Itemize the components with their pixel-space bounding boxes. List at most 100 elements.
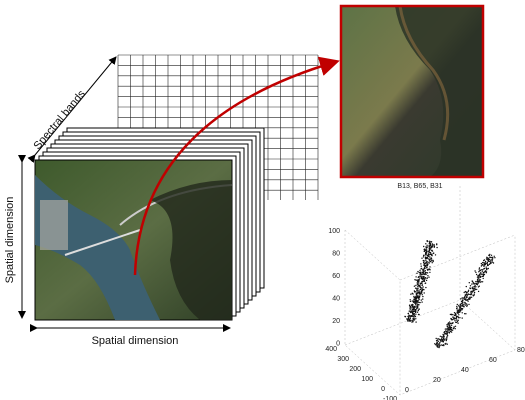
scatter-point — [447, 323, 448, 324]
scatter-point — [417, 306, 418, 307]
scatter-point — [481, 281, 482, 282]
scatter-point — [443, 336, 444, 337]
scatter-point — [486, 266, 487, 267]
scatter-point — [493, 262, 494, 263]
scatter-point — [438, 341, 439, 342]
scatter-point — [422, 289, 423, 290]
scatter-point — [419, 308, 420, 309]
scatter-point — [426, 261, 427, 262]
scatter-point — [428, 277, 429, 278]
scatter-point — [417, 300, 418, 301]
scatter-point — [430, 244, 431, 245]
z-tick-label: 40 — [332, 296, 340, 303]
scatter-point — [421, 287, 422, 288]
scatter-point — [428, 252, 429, 253]
scatter-point — [429, 245, 430, 246]
scatter-point — [478, 278, 479, 279]
scatter-point — [429, 269, 430, 270]
scatter-point — [460, 298, 461, 299]
scatter-point — [483, 265, 484, 266]
scatter-point — [409, 305, 410, 306]
scatter-point — [412, 307, 413, 308]
scatter-point — [459, 307, 460, 308]
scatter-point — [406, 318, 407, 319]
scatter-point — [426, 272, 427, 273]
scatter-point — [454, 315, 455, 316]
scatter-point — [469, 287, 470, 288]
scatter-point — [421, 301, 422, 302]
scatter-point — [469, 282, 470, 283]
scatter-point — [420, 263, 421, 264]
scatter-point — [452, 314, 453, 315]
z-tick-label: 20 — [332, 318, 340, 325]
scatter-point — [483, 273, 484, 274]
scatter-point — [489, 257, 490, 258]
scatter-point — [415, 316, 416, 317]
scatter-point — [417, 304, 418, 305]
scatter-point — [415, 298, 416, 299]
scatter-point — [448, 325, 449, 326]
scatter-point — [449, 321, 450, 322]
scatter-point — [491, 259, 492, 260]
scatter-point — [481, 274, 482, 275]
scatter-point — [408, 315, 409, 316]
scatter-point — [425, 258, 426, 259]
scatter-point — [440, 336, 441, 337]
scatter-point — [474, 283, 475, 284]
scatter-point — [412, 312, 413, 313]
scatter-point — [436, 340, 437, 341]
scatter-point — [452, 319, 453, 320]
scatter-point — [464, 296, 465, 297]
scatter-point — [460, 304, 461, 305]
scatter-point — [476, 274, 477, 275]
scatter-point — [467, 305, 468, 306]
y-tick-label: 0 — [381, 386, 385, 393]
scatter-point — [433, 244, 434, 245]
scatter-point — [416, 273, 417, 274]
scatter-point — [436, 343, 437, 344]
scatter-point — [431, 250, 432, 251]
scatter-point — [422, 298, 423, 299]
scatter-point — [490, 261, 491, 262]
scatter-point — [431, 260, 432, 261]
scatter-point — [436, 247, 437, 248]
scatter-point — [457, 321, 458, 322]
scatter-point — [439, 344, 440, 345]
scatter-point — [459, 317, 460, 318]
scatter-point — [436, 338, 437, 339]
scatter-point — [458, 320, 459, 321]
scatter-point — [483, 260, 484, 261]
scatter-point — [490, 257, 491, 258]
scatter-point — [427, 277, 428, 278]
scatter-point — [439, 346, 440, 347]
scatter-point — [462, 301, 463, 302]
scatter-point — [412, 300, 413, 301]
scatter-point — [456, 308, 457, 309]
scatter-point — [492, 257, 493, 258]
scatter-point — [420, 283, 421, 284]
scatter-point — [424, 260, 425, 261]
scatter-point — [482, 264, 483, 265]
scatter-point — [426, 267, 427, 268]
scatter-point — [462, 317, 463, 318]
scatter-point — [429, 266, 430, 267]
scatter-point — [410, 299, 411, 300]
scatter-point — [426, 245, 427, 246]
scatter-point — [478, 286, 479, 287]
scatter-point — [413, 318, 414, 319]
scatter-point — [468, 290, 469, 291]
scatter-point — [423, 289, 424, 290]
scatter-point — [453, 327, 454, 328]
scatter-point — [419, 274, 420, 275]
scatter-point — [457, 304, 458, 305]
scatter-point — [426, 253, 427, 254]
scatter-point — [481, 269, 482, 270]
scatter-point — [478, 282, 479, 283]
scatter-point — [431, 247, 432, 248]
scatter-point — [425, 277, 426, 278]
scatter-point — [475, 281, 476, 282]
scatter-point — [462, 302, 463, 303]
scatter-point — [482, 262, 483, 263]
scatter-point — [450, 327, 451, 328]
scatter-point — [431, 258, 432, 259]
